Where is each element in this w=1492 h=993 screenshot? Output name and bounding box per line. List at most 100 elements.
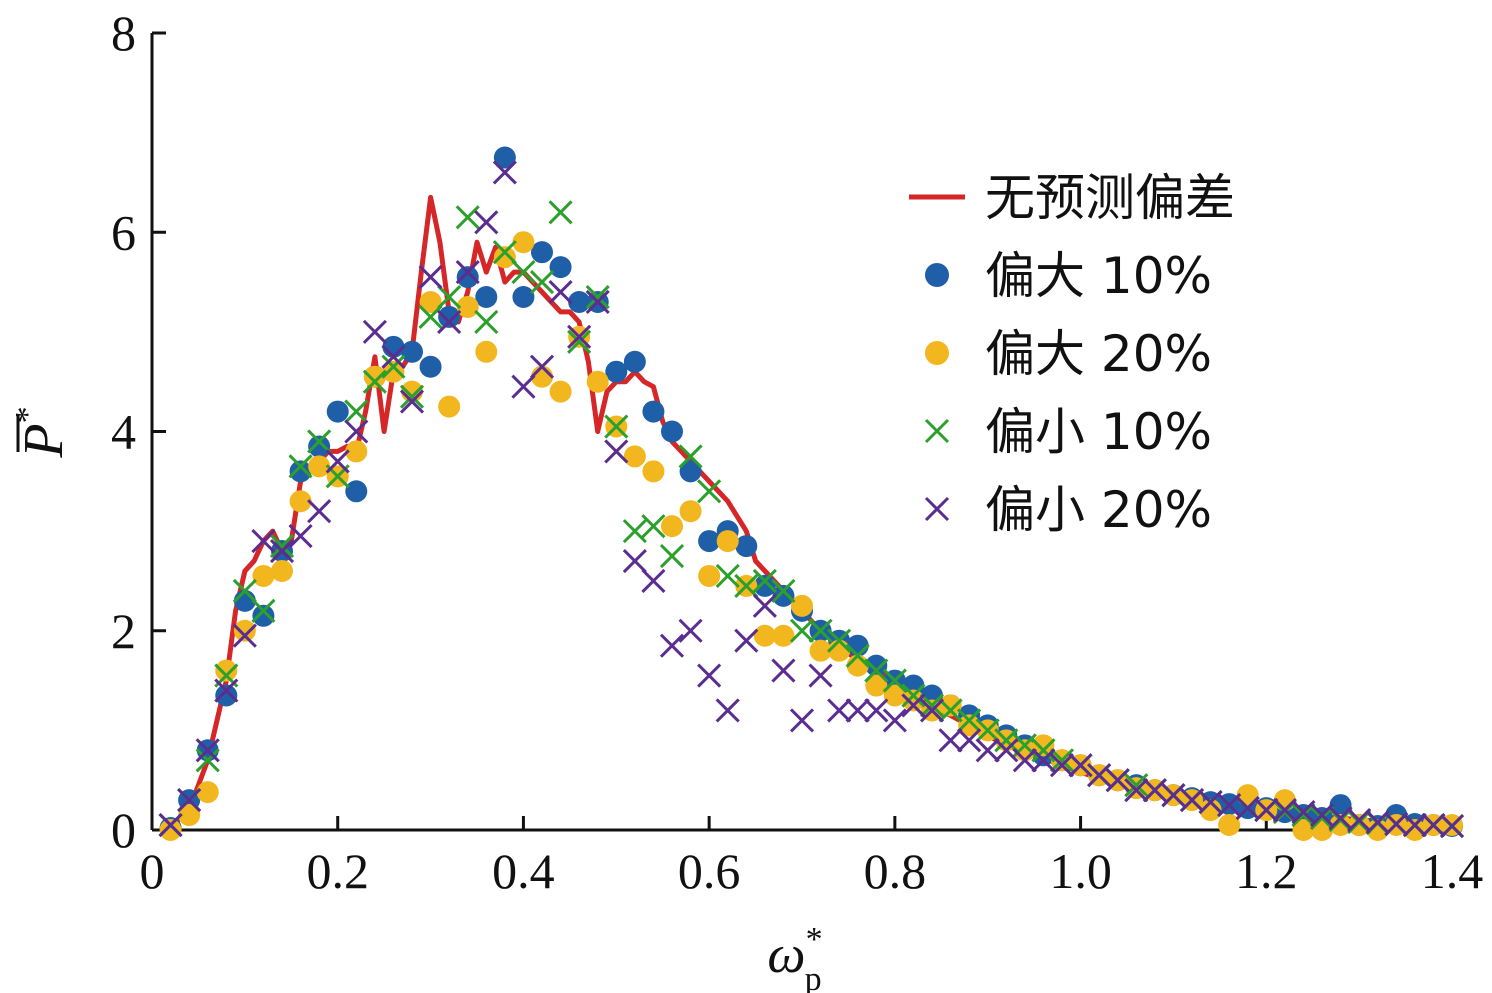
legend-label: 无预测偏差: [985, 169, 1235, 227]
data-point: [865, 674, 888, 697]
data-point: [623, 350, 646, 373]
legend-label: 偏大 20%: [985, 325, 1212, 383]
data-point: [659, 633, 685, 658]
data-point: [901, 683, 926, 708]
data-point: [771, 658, 796, 683]
data-point: [475, 286, 498, 309]
data-point: [289, 460, 312, 483]
data-point: [715, 563, 740, 589]
data-point: [1218, 814, 1241, 837]
data-point: [307, 429, 332, 454]
legend-item-4: 偏小 10%: [924, 403, 1212, 461]
data-point: [548, 279, 573, 305]
data-point: [772, 584, 795, 607]
data-point: [363, 365, 386, 388]
data-point: [344, 419, 369, 444]
legend-item-3: 偏大 20%: [925, 325, 1212, 383]
legend-label: 偏大 10%: [985, 247, 1212, 305]
data-point: [1124, 773, 1149, 798]
legend-swatch: [924, 418, 950, 444]
data-point: [437, 309, 462, 334]
x-axis-title: ω* p: [767, 921, 822, 993]
data-point: [1031, 748, 1056, 773]
data-point: [1161, 783, 1186, 808]
data-point: [308, 435, 331, 458]
data-point: [882, 708, 907, 733]
y-axis-title: P*: [9, 406, 75, 458]
data-point: [195, 738, 220, 763]
data-point: [641, 514, 666, 539]
data-point: [401, 380, 423, 403]
data-point: [883, 684, 906, 707]
y-tick-label: 6: [111, 204, 136, 260]
data-point: [753, 574, 776, 597]
data-point: [789, 618, 815, 643]
data-point: [994, 738, 1019, 763]
data-point: [214, 678, 239, 703]
series-2: [159, 146, 1463, 840]
data-point: [1329, 814, 1352, 837]
data-point: [307, 499, 332, 524]
data-point: [549, 380, 572, 403]
series-4: [158, 200, 1465, 839]
data-point: [845, 643, 870, 668]
data-point: [1403, 819, 1426, 841]
x-tick-label: 1.0: [1049, 843, 1112, 899]
legend-swatch: [925, 341, 949, 365]
data-point: [438, 395, 461, 418]
data-point: [158, 812, 183, 838]
data-point: [902, 689, 925, 712]
data-point: [845, 698, 870, 723]
data-point: [548, 200, 573, 225]
data-point: [493, 246, 516, 269]
x-tick-label: 0.6: [678, 843, 741, 899]
data-point: [975, 718, 1000, 743]
data-point: [753, 624, 776, 647]
data-point: [512, 231, 535, 254]
data-point: [698, 530, 721, 553]
x-tick-label: 0.4: [492, 843, 555, 899]
data-point: [215, 684, 238, 707]
data-point: [585, 284, 610, 310]
data-point: [232, 578, 257, 603]
data-point: [1049, 753, 1075, 778]
data-point: [698, 564, 721, 587]
data-point: [288, 524, 313, 549]
data-point: [679, 460, 702, 483]
data-point: [1348, 814, 1371, 837]
data-point: [177, 788, 202, 813]
legend-label: 偏小 20%: [985, 481, 1212, 539]
data-point: [1384, 811, 1409, 837]
data-point: [958, 714, 981, 737]
x-tick-label: 0.8: [864, 843, 927, 899]
legend-item-1: 无预测偏差: [909, 169, 1235, 227]
data-point: [808, 663, 833, 688]
data-point: [771, 578, 796, 603]
data-point: [381, 354, 406, 379]
data-point: [901, 693, 926, 718]
data-point: [345, 440, 368, 463]
data-point: [215, 659, 238, 682]
data-point: [456, 295, 479, 318]
plot-area: [158, 146, 1465, 841]
data-point: [493, 146, 516, 169]
y-tick-label: 2: [111, 603, 136, 659]
data-point: [772, 624, 795, 647]
data-point: [233, 619, 256, 642]
data-point: [678, 444, 703, 469]
x-tick-label: 1.4: [1421, 843, 1484, 899]
data-point: [846, 634, 869, 657]
data-point: [1105, 768, 1130, 793]
data-point: [938, 698, 963, 723]
data-point: [1068, 753, 1093, 778]
data-point: [622, 548, 647, 574]
data-point: [975, 738, 1000, 763]
data-point: [271, 559, 293, 582]
data-point: [511, 260, 536, 285]
data-point: [679, 500, 702, 523]
data-point: [251, 529, 276, 554]
data-point: [734, 628, 759, 653]
series-1: [168, 194, 1453, 829]
legend-label: 偏小 10%: [985, 403, 1212, 461]
